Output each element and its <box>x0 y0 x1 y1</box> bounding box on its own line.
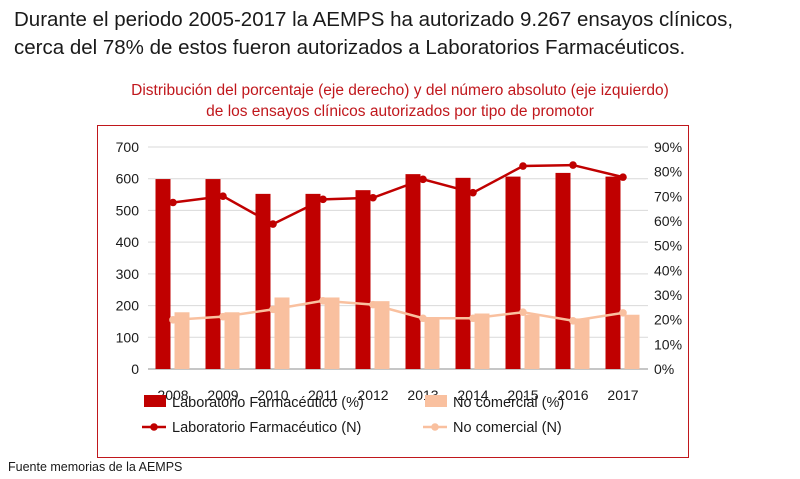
bar-lab-pct <box>205 179 221 369</box>
bar-nocom-pct <box>624 314 640 369</box>
source-note: Fuente memorias de la AEMPS <box>8 460 183 474</box>
y-right-tick-label: 80% <box>654 164 682 180</box>
y-left-tick-label: 500 <box>116 202 140 218</box>
lab-n-point <box>519 162 527 170</box>
y-right-tick-label: 40% <box>654 262 682 278</box>
x-tick-label: 2012 <box>357 387 388 403</box>
bar-lab-pct <box>405 174 421 369</box>
legend-label: Laboratorio Farmacéutico (N) <box>172 420 361 436</box>
legend-swatch-point <box>431 423 439 431</box>
legend-label: Laboratorio Farmacéutico (%) <box>172 395 364 411</box>
legend-swatch-point <box>150 423 158 431</box>
y-right-tick-label: 50% <box>654 238 682 254</box>
bar-nocom-pct <box>474 313 490 369</box>
lab-n-point <box>269 220 277 228</box>
headline-line-2: cerca del 78% de estos fueron autorizado… <box>14 36 686 59</box>
y-left-tick-label: 0 <box>131 361 139 377</box>
nocom-n-point <box>369 300 377 309</box>
bar-lab-pct <box>605 176 621 369</box>
x-tick-label: 2016 <box>557 387 588 403</box>
y-left-tick-label: 700 <box>116 139 140 155</box>
nocom-n-point <box>419 314 427 323</box>
x-tick-label: 2009 <box>207 387 238 403</box>
bar-lab-pct <box>355 190 371 369</box>
legend-label: No comercial (%) <box>453 395 564 411</box>
bar-nocom-pct <box>274 297 290 369</box>
y-right-tick-label: 70% <box>654 188 682 204</box>
bar-lab-pct <box>455 177 471 369</box>
lab-n-point <box>619 173 627 181</box>
nocom-n-point <box>219 312 227 321</box>
y-left-tick-label: 400 <box>116 234 140 250</box>
headline-line-1: Durante el periodo 2005-2017 la AEMPS ha… <box>14 8 734 31</box>
nocom-n-point <box>619 309 627 317</box>
headline: Durante el periodo 2005-2017 la AEMPS ha… <box>14 6 794 62</box>
bar-lab-pct <box>505 176 521 369</box>
chart-title-line-1: Distribución del porcentaje (eje derecho… <box>131 82 669 99</box>
legend-label: No comercial (N) <box>453 420 562 436</box>
y-right-tick-label: 90% <box>654 139 682 155</box>
bar-nocom-pct <box>574 318 590 369</box>
lab-n-point <box>569 161 577 169</box>
lab-n-point <box>169 198 177 207</box>
y-right-tick-label: 60% <box>654 213 682 229</box>
nocom-n-line <box>172 299 624 323</box>
nocom-n-point <box>519 308 527 317</box>
lab-n-point <box>369 193 377 202</box>
y-left-tick-label: 100 <box>116 329 140 345</box>
y-right-tick-label: 0% <box>654 361 674 377</box>
bar-lab-pct <box>555 172 571 369</box>
lab-n-line <box>172 163 624 226</box>
y-left-tick-label: 300 <box>116 266 140 282</box>
bar-lab-pct <box>255 193 271 369</box>
bar-lab-pct <box>155 179 171 369</box>
nocom-n-point <box>569 316 577 325</box>
bar-nocom-pct <box>524 314 540 369</box>
lab-n-point <box>419 175 427 184</box>
bar-nocom-pct <box>174 312 190 369</box>
lab-n-point <box>219 192 227 200</box>
lab-n-point <box>319 195 327 204</box>
x-tick-label: 2015 <box>507 387 538 403</box>
x-tick-label: 2014 <box>457 387 488 403</box>
nocom-n-point <box>269 305 277 314</box>
bar-nocom-pct <box>424 317 440 369</box>
y-right-tick-label: 30% <box>654 287 682 303</box>
nocom-n-point <box>169 316 177 324</box>
bar-lab-pct <box>305 193 321 369</box>
bar-nocom-pct <box>224 312 240 369</box>
nocom-n-point <box>469 314 477 323</box>
y-right-tick-label: 10% <box>654 336 682 352</box>
legend-swatch <box>425 395 447 407</box>
x-tick-label: 2011 <box>308 387 338 403</box>
nocom-n-point <box>319 297 327 305</box>
y-left-tick-label: 600 <box>116 171 140 187</box>
chart-frame <box>97 125 689 458</box>
y-right-tick-label: 20% <box>654 312 682 328</box>
x-tick-label: 2010 <box>257 387 288 403</box>
legend-swatch <box>144 395 166 407</box>
bar-nocom-pct <box>374 301 390 369</box>
bar-nocom-pct <box>324 297 340 369</box>
y-left-tick-label: 200 <box>116 298 140 314</box>
lab-n-point <box>469 188 477 197</box>
chart-title-line-2: de los ensayos clínicos autorizados por … <box>206 103 594 120</box>
chart-title: Distribución del porcentaje (eje derecho… <box>0 80 800 122</box>
x-tick-label: 2017 <box>607 387 638 403</box>
